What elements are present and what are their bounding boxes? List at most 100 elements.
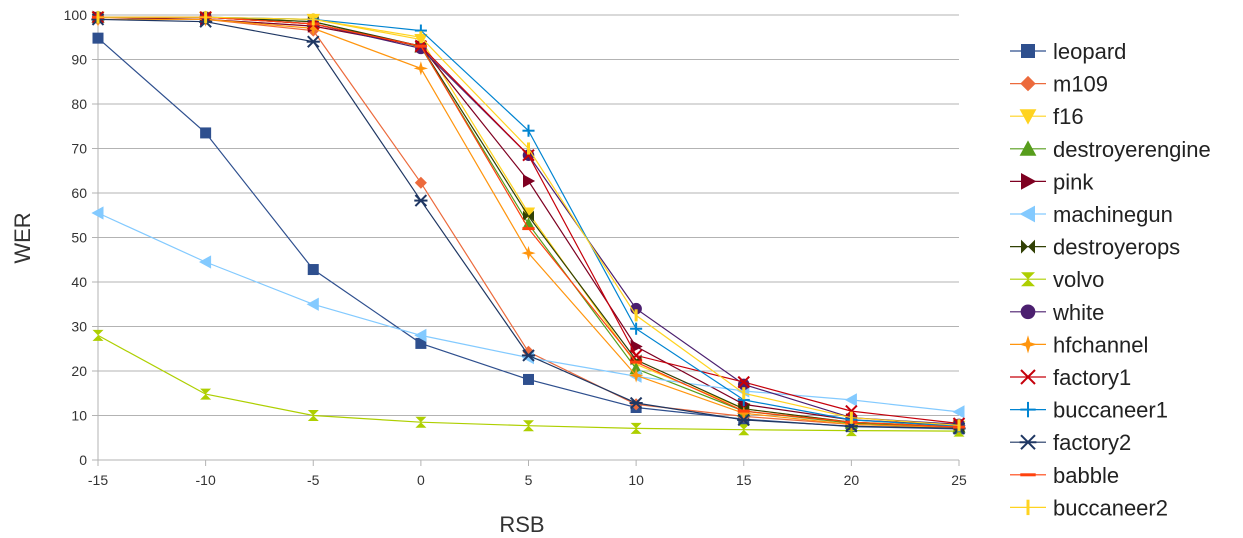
- data-point-marker: [307, 264, 319, 276]
- gridlines: [98, 14, 959, 461]
- legend-label: white: [1052, 300, 1104, 325]
- y-tick-label: 90: [71, 52, 87, 68]
- data-point-marker: [523, 210, 529, 222]
- legend-item: machinegun: [1010, 202, 1173, 227]
- data-point-marker: [523, 420, 534, 426]
- x-tick-label: 25: [951, 472, 967, 488]
- legend-label: destroyerengine: [1053, 137, 1211, 162]
- x-tick-label: 15: [736, 472, 752, 488]
- data-point-marker: [200, 388, 212, 395]
- x-axis-ticks: -15 -10 -5 0 5 10 15 20 25: [88, 460, 967, 488]
- data-point-marker: [92, 329, 104, 336]
- data-point-marker: [1021, 44, 1035, 58]
- data-point-marker: [845, 430, 857, 437]
- data-point-marker: [629, 368, 644, 383]
- legend-label: hfchannel: [1053, 332, 1148, 357]
- data-point-marker: [414, 328, 427, 342]
- legend-item: volvo: [1010, 267, 1104, 292]
- legend-item: destroyerops: [1010, 235, 1180, 260]
- y-tick-label: 40: [71, 274, 87, 290]
- y-tick-label: 100: [64, 7, 88, 23]
- legend-item: hfchannel: [1010, 332, 1148, 357]
- data-point-marker: [199, 255, 212, 269]
- y-tick-label: 20: [71, 363, 87, 379]
- legend-label: volvo: [1053, 267, 1104, 292]
- legend-label: factory2: [1053, 430, 1131, 455]
- legend-label: leopard: [1053, 39, 1126, 64]
- x-tick-label: 20: [844, 472, 860, 488]
- data-point-marker: [738, 424, 750, 430]
- data-point-marker: [1020, 304, 1036, 320]
- legend-label: buccaneer1: [1053, 398, 1168, 423]
- legend-label: factory1: [1053, 365, 1131, 390]
- x-tick-label: 10: [628, 472, 644, 488]
- data-point-marker: [1019, 109, 1037, 125]
- legend-item: factory1: [1010, 365, 1131, 390]
- data-point-marker: [523, 373, 534, 385]
- data-point-marker: [522, 148, 535, 162]
- legend-item: buccaneer2: [1010, 495, 1168, 520]
- data-point-marker: [1018, 335, 1038, 354]
- x-tick-label: 5: [525, 472, 533, 488]
- data-point-marker: [630, 428, 642, 434]
- legend-item: buccaneer1: [1010, 398, 1168, 423]
- legend-item: white: [1010, 300, 1104, 325]
- x-tick-label: -10: [196, 472, 216, 488]
- x-axis-title: RSB: [499, 512, 544, 537]
- legend-label: m109: [1053, 72, 1108, 97]
- series-leopard: [92, 32, 965, 435]
- series-group: [90, 10, 967, 437]
- data-point-marker: [1021, 279, 1035, 287]
- legend-label: buccaneer2: [1053, 495, 1168, 520]
- data-point-marker: [521, 245, 536, 261]
- series-buccaneer2: [96, 11, 961, 432]
- data-point-marker: [413, 61, 428, 76]
- x-tick-label: 0: [417, 472, 425, 488]
- data-point-marker: [200, 127, 212, 139]
- legend-label: babble: [1053, 463, 1119, 488]
- data-point-marker: [952, 405, 965, 419]
- legend-item: factory2: [1010, 430, 1131, 455]
- y-tick-label: 70: [71, 141, 87, 157]
- x-tick-label: -5: [307, 472, 320, 488]
- y-tick-label: 50: [71, 230, 87, 246]
- y-tick-label: 10: [71, 408, 87, 424]
- y-axis-ticks: 0 10 20 30 40 50 60 70 80 90 100: [64, 7, 98, 468]
- data-point-marker: [414, 176, 427, 189]
- data-point-marker: [521, 217, 536, 230]
- legend-item: babble: [1010, 463, 1119, 488]
- legend-label: f16: [1053, 104, 1084, 129]
- series-destroyerengine: [91, 10, 966, 433]
- data-point-marker: [1021, 272, 1035, 280]
- legend-item: f16: [1010, 104, 1084, 129]
- data-point-marker: [92, 335, 104, 341]
- data-point-marker: [738, 429, 750, 436]
- data-point-marker: [737, 375, 750, 389]
- series-volvo: [92, 329, 965, 437]
- data-point-marker: [1021, 239, 1028, 254]
- y-axis-title: WER: [10, 212, 35, 263]
- legend-item: leopard: [1010, 39, 1126, 64]
- data-point-marker: [415, 416, 427, 423]
- y-tick-label: 30: [71, 319, 87, 335]
- legend-label: pink: [1053, 169, 1094, 194]
- data-point-marker: [306, 297, 319, 311]
- data-point-marker: [630, 422, 642, 429]
- series-line: [97, 37, 960, 430]
- data-point-marker: [1019, 205, 1035, 223]
- data-point-marker: [523, 425, 534, 432]
- data-point-marker: [1028, 239, 1035, 254]
- data-point-marker: [1019, 140, 1037, 156]
- data-point-marker: [1021, 173, 1037, 190]
- legend: leopard m109 f16 destroyerengine pink machine…: [1010, 39, 1211, 520]
- data-point-marker: [1020, 75, 1036, 92]
- data-point-marker: [1020, 369, 1036, 385]
- y-tick-label: 60: [71, 185, 87, 201]
- data-point-marker: [528, 210, 534, 222]
- y-tick-label: 80: [71, 96, 87, 112]
- legend-label: machinegun: [1053, 202, 1173, 227]
- y-tick-label: 0: [79, 452, 87, 468]
- data-point-marker: [92, 32, 104, 44]
- legend-item: destroyerengine: [1010, 137, 1211, 162]
